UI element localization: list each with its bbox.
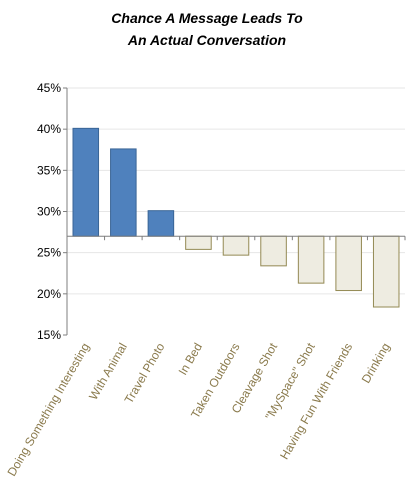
y-axis-ticks: 15% 20% 25% 30% 35% 40% 45% bbox=[37, 81, 67, 342]
chart-title-line-1: Chance A Message Leads To bbox=[111, 10, 303, 26]
bar bbox=[260, 235, 287, 267]
y-tick-label: 35% bbox=[37, 163, 61, 177]
bar bbox=[297, 235, 325, 284]
axes bbox=[66, 88, 406, 335]
x-tick-label: Having Fun With Friends bbox=[277, 341, 355, 462]
y-tick-label: 40% bbox=[37, 122, 61, 136]
bar bbox=[335, 235, 362, 292]
x-tick-label: Drinking bbox=[359, 341, 393, 386]
bar bbox=[110, 148, 137, 237]
x-tick-label: Travel Photo bbox=[122, 340, 168, 406]
bar bbox=[185, 235, 212, 250]
bar bbox=[222, 235, 250, 256]
y-tick-label: 45% bbox=[37, 81, 61, 95]
y-tick-label: 20% bbox=[37, 287, 61, 301]
bars bbox=[72, 127, 400, 308]
bar bbox=[72, 127, 100, 237]
y-tick-label: 30% bbox=[37, 205, 61, 219]
x-tick-label: In Bed bbox=[176, 341, 205, 378]
x-tick-label: Doing Something Interesting bbox=[5, 341, 93, 479]
x-tick-label: With Animal bbox=[86, 341, 130, 403]
bar bbox=[147, 210, 175, 237]
chart-title-line-2: An Actual Conversation bbox=[127, 32, 286, 48]
y-tick-label: 15% bbox=[37, 328, 61, 342]
y-tick-label: 25% bbox=[37, 246, 61, 260]
bar bbox=[372, 235, 400, 308]
